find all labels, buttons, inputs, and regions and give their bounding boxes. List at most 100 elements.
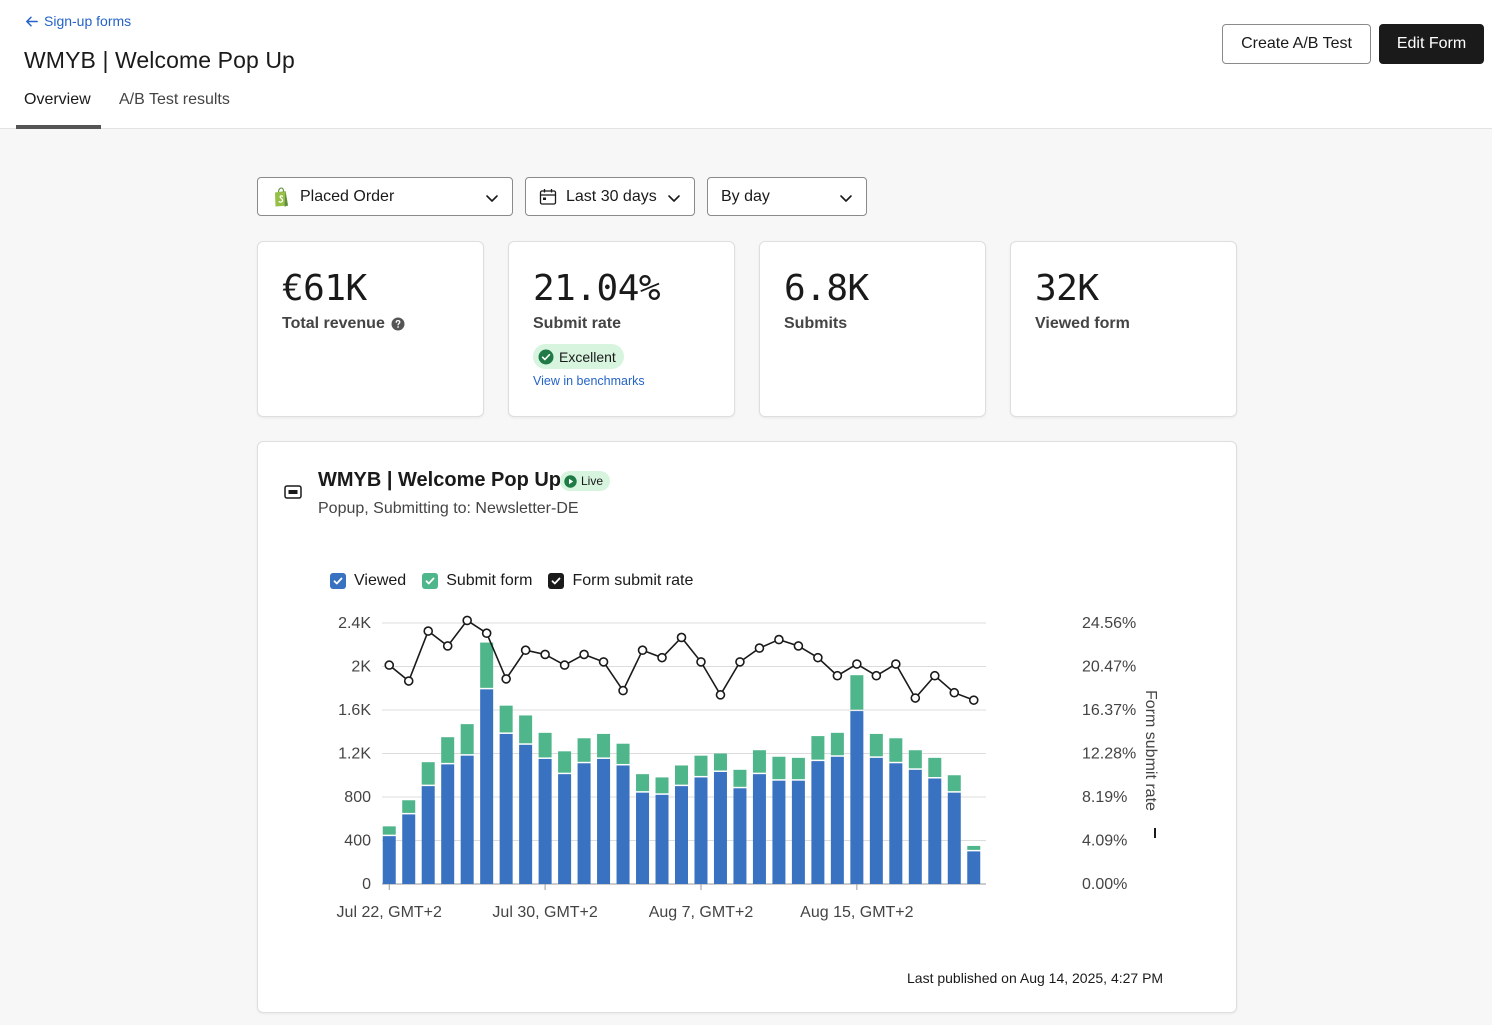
granularity-value: By day [721, 188, 770, 205]
y-axis-tick-label: 2K [351, 659, 371, 676]
x-axis-tick-label: Aug 7, GMT+2 [649, 904, 754, 921]
rate-point [657, 652, 667, 663]
rate-point [637, 645, 648, 656]
metric-select[interactable]: Placed Order [257, 177, 513, 216]
checkbox-viewed[interactable] [330, 573, 346, 589]
rate-point [949, 687, 960, 698]
play-circle-icon [564, 474, 577, 488]
page-header: Sign-up forms WMYB | Welcome Pop Up Over… [0, 0, 1492, 129]
calendar-icon [539, 189, 557, 205]
legend-submit-form[interactable]: Submit form [422, 572, 532, 590]
bar-viewed [636, 792, 650, 884]
rate-point [852, 659, 862, 669]
series-line-form-submit-rate [388, 619, 975, 701]
bar-submit-form [713, 753, 727, 771]
bar-viewed [869, 757, 883, 884]
bar-viewed [675, 786, 688, 884]
bar-submit-form [421, 762, 435, 785]
stat-value: 6.8K [784, 268, 869, 309]
bar-submit-form [441, 737, 455, 763]
bar-submit-form [791, 757, 805, 780]
y2-axis-tick-label: 24.56% [1082, 615, 1136, 632]
chevron-down-icon [668, 195, 680, 202]
bar-viewed [791, 780, 805, 884]
view-benchmarks-link[interactable]: View in benchmarks [533, 374, 645, 388]
rate-point [676, 632, 687, 643]
tab-ab-test-results[interactable]: A/B Test results [119, 91, 230, 108]
stat-value: 32K [1035, 268, 1099, 309]
bar-submit-form [830, 732, 844, 756]
rate-point [598, 657, 609, 667]
bar-submit-form [558, 751, 572, 773]
chevron-down-icon [486, 195, 498, 202]
bar-viewed [519, 744, 533, 884]
bar-submit-form [499, 705, 513, 733]
bar-viewed [772, 780, 786, 884]
bar-viewed [908, 769, 922, 884]
rate-point [735, 657, 745, 667]
bar-submit-form [460, 724, 474, 755]
bar-submit-form [616, 743, 630, 764]
bar-viewed [928, 778, 942, 884]
edit-form-button[interactable]: Edit Form [1379, 24, 1484, 64]
live-status-label: Live [581, 474, 604, 488]
legend-form-submit-rate[interactable]: Form submit rate [548, 572, 693, 590]
y2-axis-tick-label: 4.09% [1082, 833, 1127, 850]
bar-viewed [889, 763, 903, 884]
y2-axis-tick-label: 0.00% [1082, 876, 1127, 893]
y-axis-tick-label: 400 [344, 833, 371, 850]
stat-card-viewed-form: 32K Viewed form [1010, 241, 1237, 417]
bar-submit-form [480, 642, 494, 688]
checkbox-submit-form[interactable] [422, 573, 439, 589]
bar-submit-form [402, 800, 416, 813]
rate-point [715, 690, 726, 700]
y2-axis-tick-label: 20.47% [1082, 659, 1136, 676]
bar-submit-form [636, 774, 650, 792]
bar-submit-form [597, 733, 611, 758]
y2-axis-tick-label: 8.19% [1082, 789, 1127, 806]
rate-point [559, 660, 570, 670]
bar-submit-form [869, 733, 883, 757]
rate-point [540, 649, 550, 660]
rate-point [793, 641, 804, 651]
rate-point [891, 659, 901, 669]
active-tab-indicator [16, 125, 101, 129]
granularity-select[interactable]: By day [707, 177, 867, 216]
stat-card-total-revenue: €61K Total revenue [257, 241, 484, 417]
date-range-select[interactable]: Last 30 days [525, 177, 695, 216]
rate-point [579, 649, 589, 660]
bar-submit-form [694, 755, 708, 776]
live-status-badge: Live [560, 471, 611, 491]
y2-axis-tick-label: 12.28% [1082, 746, 1136, 763]
bar-viewed [967, 851, 981, 884]
rate-point [871, 670, 882, 681]
create-ab-test-button[interactable]: Create A/B Test [1222, 24, 1371, 64]
bar-submit-form [928, 757, 942, 778]
bar-submit-form [967, 845, 981, 850]
help-icon[interactable] [391, 317, 405, 331]
bar-submit-form [577, 738, 591, 762]
rate-point [968, 695, 979, 705]
bar-viewed [733, 788, 747, 884]
bar-viewed [577, 763, 591, 884]
bar-submit-form [889, 738, 903, 762]
check-icon [552, 577, 561, 585]
rate-point [774, 634, 784, 645]
bar-viewed [460, 755, 474, 884]
checkbox-form-submit-rate[interactable] [548, 573, 565, 589]
tab-overview[interactable]: Overview [24, 91, 91, 108]
bar-submit-form [947, 775, 961, 792]
bar-viewed [694, 777, 708, 884]
stat-value: 21.04% [533, 268, 661, 309]
y2-axis-tick-label: 16.37% [1082, 702, 1136, 719]
back-link[interactable]: Sign-up forms [24, 13, 131, 29]
stat-label: Submits [784, 315, 848, 332]
bar-viewed [480, 689, 494, 884]
stat-label-text: Total revenue [282, 315, 385, 332]
bar-viewed [499, 733, 513, 884]
bar-viewed [558, 774, 572, 884]
legend-viewed[interactable]: Viewed [330, 572, 406, 590]
stat-label: Viewed form [1035, 315, 1130, 332]
bar-submit-form [811, 736, 825, 760]
page-title: WMYB | Welcome Pop Up [24, 47, 295, 73]
